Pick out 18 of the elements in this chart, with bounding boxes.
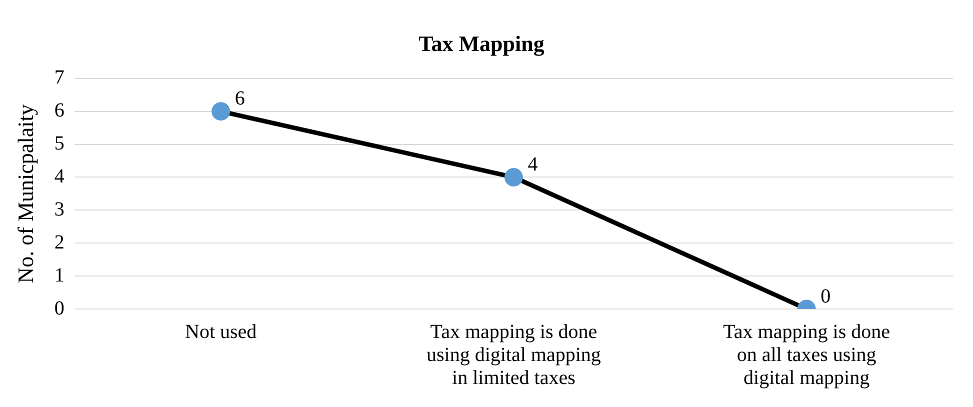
y-tick-label: 1 (54, 264, 64, 286)
x-tick-label: Not used (184, 320, 257, 343)
x-tick-label: Tax mapping is done using digital mapping in limited taxes (426, 320, 601, 389)
y-tick-label: 0 (54, 297, 64, 320)
point (504, 168, 523, 186)
data-label: 6 (234, 88, 245, 110)
y-tick-label: 3 (54, 198, 64, 220)
y-tick-label: 7 (54, 66, 64, 89)
y-tick-label: 5 (54, 132, 64, 155)
y-tick-label: 2 (54, 231, 64, 254)
x-tick-label: Tax mapping is done on all taxes using digital mapping (723, 320, 890, 389)
y-tick-label: 6 (54, 100, 64, 122)
data-label: 0 (820, 285, 831, 308)
y-axis-title: No. of Municpalaity (12, 104, 38, 284)
data-label: 4 (528, 153, 538, 176)
point (212, 102, 230, 121)
y-tick-label: 4 (54, 165, 64, 188)
chart-title: Tax Mapping (418, 30, 544, 56)
